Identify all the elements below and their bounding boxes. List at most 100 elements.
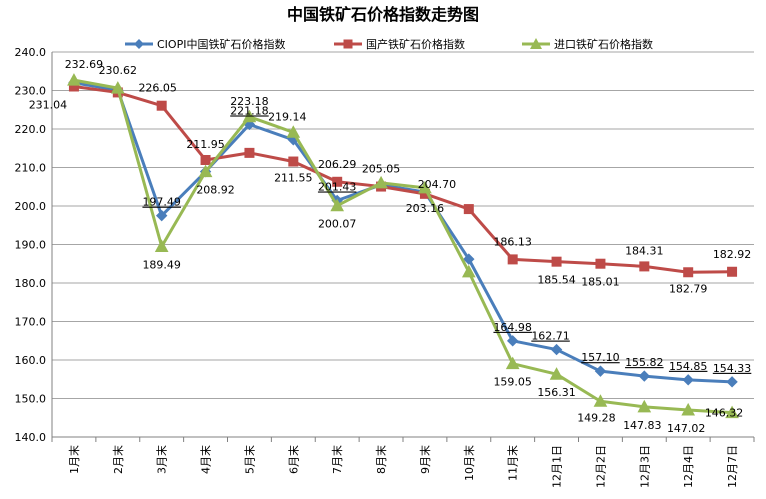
data-point <box>286 125 301 138</box>
x-tick-label: 4月末 <box>199 445 213 474</box>
data-label: 159.05 <box>493 376 532 389</box>
data-point <box>330 198 345 212</box>
y-tick-label: 170.0 <box>15 316 47 329</box>
data-label: 157.10 <box>581 351 620 364</box>
data-point <box>374 175 388 189</box>
data-point <box>155 209 168 222</box>
x-tick-label: 12月2日 <box>594 445 607 488</box>
data-label: 147.83 <box>623 419 662 432</box>
data-point <box>505 356 520 370</box>
data-label: 185.54 <box>537 274 576 287</box>
data-label: 186.13 <box>493 235 532 248</box>
data-point <box>461 264 476 278</box>
data-label: 206.29 <box>318 158 357 171</box>
data-point <box>725 405 739 419</box>
data-label: 231.04 <box>29 98 68 111</box>
legend-item-2: 国产铁矿石价格指数 <box>334 37 465 51</box>
data-point <box>332 176 343 187</box>
x-tick-label: 5月末 <box>242 445 256 474</box>
data-label: 182.92 <box>713 248 752 261</box>
legend-label: 国产铁矿石价格指数 <box>366 37 465 51</box>
data-label: 219.14 <box>268 110 307 123</box>
data-label: 154.85 <box>669 360 708 373</box>
data-point <box>726 376 738 388</box>
data-point <box>595 258 606 269</box>
y-tick-label: 200.0 <box>15 200 47 213</box>
data-point <box>638 370 651 382</box>
legend-item-1: CIOPI中国铁矿石价格指数 <box>125 37 285 51</box>
data-point <box>594 365 607 377</box>
data-point <box>242 109 257 123</box>
data-label: 146.32 <box>705 407 744 420</box>
data-point <box>67 73 81 86</box>
grid-layer <box>52 51 754 438</box>
data-label: 147.02 <box>667 422 706 435</box>
series-3 <box>67 73 739 419</box>
y-tick-label: 230.0 <box>15 85 47 98</box>
series-line <box>73 81 733 384</box>
data-point <box>110 81 125 94</box>
data-label: 155.82 <box>625 356 664 369</box>
y-tick-label: 210.0 <box>15 162 47 175</box>
data-point <box>507 254 518 265</box>
y-tick-label: 140.0 <box>15 431 47 444</box>
x-tick-label: 10月末 <box>462 445 476 481</box>
data-point <box>198 164 213 178</box>
legend-marker <box>134 39 144 49</box>
data-point <box>200 154 211 165</box>
data-point <box>639 261 650 272</box>
data-point <box>550 343 563 356</box>
legend-label: 进口铁矿石价格指数 <box>554 37 653 51</box>
x-tick-label: 3月末 <box>155 445 169 474</box>
x-tick-label: 7月末 <box>330 445 344 474</box>
y-tick-label: 240.0 <box>15 46 47 59</box>
x-tick-label: 12月3日 <box>638 445 651 488</box>
data-point <box>593 394 608 407</box>
axis-layer: 140.0 150.0 160.0 170.0 180.0 190.0 200.0 210.0… <box>15 46 755 488</box>
x-tick-label: 6月末 <box>286 445 300 474</box>
data-label: 156.31 <box>537 386 576 399</box>
data-label: 200.07 <box>318 218 357 231</box>
data-label: 184.31 <box>625 244 664 257</box>
data-label: 185.01 <box>581 276 620 289</box>
data-label: 149.28 <box>577 411 616 424</box>
x-tick-label: 2月末 <box>111 445 125 474</box>
data-label: 230.62 <box>99 64 138 77</box>
x-tick-label: 9月末 <box>418 445 432 474</box>
data-label: 211.55 <box>274 172 313 185</box>
data-label: 162.71 <box>531 330 570 343</box>
series-line <box>73 78 733 415</box>
data-point <box>288 156 299 167</box>
data-point <box>244 147 255 158</box>
y-tick-label: 150.0 <box>15 393 47 406</box>
data-label: 197.49 <box>142 196 181 209</box>
legend: CIOPI中国铁矿石价格指数 国产铁矿石价格指数 进口铁矿石价格指数 <box>125 37 653 51</box>
data-label: 232.69 <box>65 58 104 71</box>
x-tick-label: 8月末 <box>374 445 388 474</box>
x-tick-label: 1月末 <box>67 445 81 474</box>
data-label: 226.05 <box>138 82 177 95</box>
legend-marker <box>530 38 542 49</box>
series-layer <box>67 73 739 419</box>
data-point <box>637 399 652 413</box>
data-point <box>463 253 475 265</box>
y-tick-label: 160.0 <box>15 354 47 367</box>
data-point <box>418 180 432 194</box>
data-point <box>551 256 562 267</box>
legend-item-3: 进口铁矿石价格指数 <box>522 37 653 51</box>
series-line <box>73 85 733 274</box>
chart-title: 中国铁矿石价格指数走势图 <box>287 5 479 24</box>
data-point <box>727 266 738 277</box>
data-label: 201.43 <box>318 180 357 193</box>
data-point <box>549 367 564 380</box>
data-label: 208.92 <box>196 184 235 197</box>
data-label: 204.70 <box>418 178 457 191</box>
data-point <box>682 374 694 386</box>
data-point <box>681 402 696 416</box>
data-point <box>156 100 167 111</box>
x-tick-label: 11月末 <box>506 445 520 481</box>
data-label: 205.05 <box>362 163 401 176</box>
